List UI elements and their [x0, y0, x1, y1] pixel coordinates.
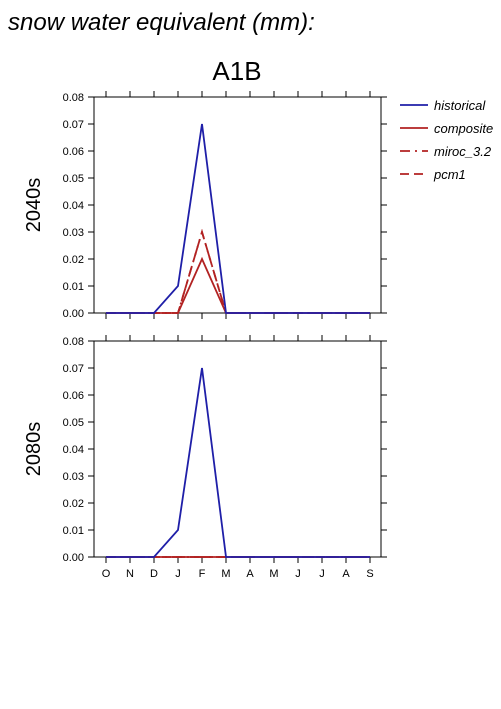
y-tick-label: 0.03 [63, 227, 84, 239]
y-tick-label: 0.02 [63, 254, 84, 266]
series-line-historical [106, 367, 370, 558]
series-line-composite [106, 256, 370, 314]
y-tick-label: 0.08 [63, 336, 84, 348]
legend-label: miroc_3.2 [434, 144, 492, 159]
x-tick-label: A [342, 568, 350, 580]
y-tick-label: 0.02 [63, 498, 84, 510]
y-tick-label: 0.04 [63, 444, 84, 456]
panel-label: 2080s [23, 422, 45, 477]
legend: historical composite miroc_3.2 pcm1 [400, 98, 493, 182]
legend-label: pcm1 [433, 167, 466, 182]
legend-item: composite [400, 121, 493, 136]
legend-label: composite [434, 121, 493, 136]
scenario-title: A1B [212, 56, 261, 86]
y-tick-label: 0.00 [63, 552, 84, 564]
x-tick-label: N [126, 568, 134, 580]
legend-label: historical [434, 98, 486, 113]
x-tick-label: A [246, 568, 254, 580]
y-tick-label: 0.05 [63, 417, 84, 429]
y-tick-label: 0.03 [63, 471, 84, 483]
y-tick-label: 0.01 [63, 281, 84, 293]
y-tick-label: 0.07 [63, 363, 84, 375]
y-tick-label: 0.04 [63, 200, 84, 212]
legend-item: historical [400, 98, 486, 113]
y-tick-label: 0.08 [63, 92, 84, 104]
x-tick-label: J [295, 568, 301, 580]
x-tick-label: D [150, 568, 158, 580]
x-tick-label: O [102, 568, 111, 580]
y-tick-label: 0.05 [63, 173, 84, 185]
panel-label: 2040s [23, 178, 45, 233]
x-tick-label: M [269, 568, 278, 580]
y-tick-label: 0.06 [63, 390, 84, 402]
x-tick-label: S [366, 568, 373, 580]
y-tick-label: 0.07 [63, 119, 84, 131]
series-line-historical [106, 123, 370, 314]
x-tick-label: J [319, 568, 325, 580]
panel-2040s: 0.00 0.01 0.02 0.03 0.04 0.05 0.06 0.07 0.08 2040… [23, 91, 387, 320]
y-tick-label: 0.01 [63, 525, 84, 537]
y-tick-label: 0.00 [63, 308, 84, 320]
legend-item: pcm1 [400, 167, 466, 182]
x-tick-label: J [175, 568, 181, 580]
x-tick-label: F [199, 568, 206, 580]
plot-frame [93, 96, 382, 314]
y-tick-label: 0.06 [63, 146, 84, 158]
series-line-miroc-3-2 [106, 228, 370, 314]
legend-item: miroc_3.2 [400, 144, 492, 159]
x-tick-label: M [221, 568, 230, 580]
chart-title: snow water equivalent (mm): [8, 9, 315, 36]
panel-2080s: 0.00 0.01 0.02 0.03 0.04 0.05 0.06 0.07 0.08 O N D J… [23, 335, 387, 580]
plot-frame [93, 340, 382, 558]
series-line-pcm1 [106, 228, 370, 314]
